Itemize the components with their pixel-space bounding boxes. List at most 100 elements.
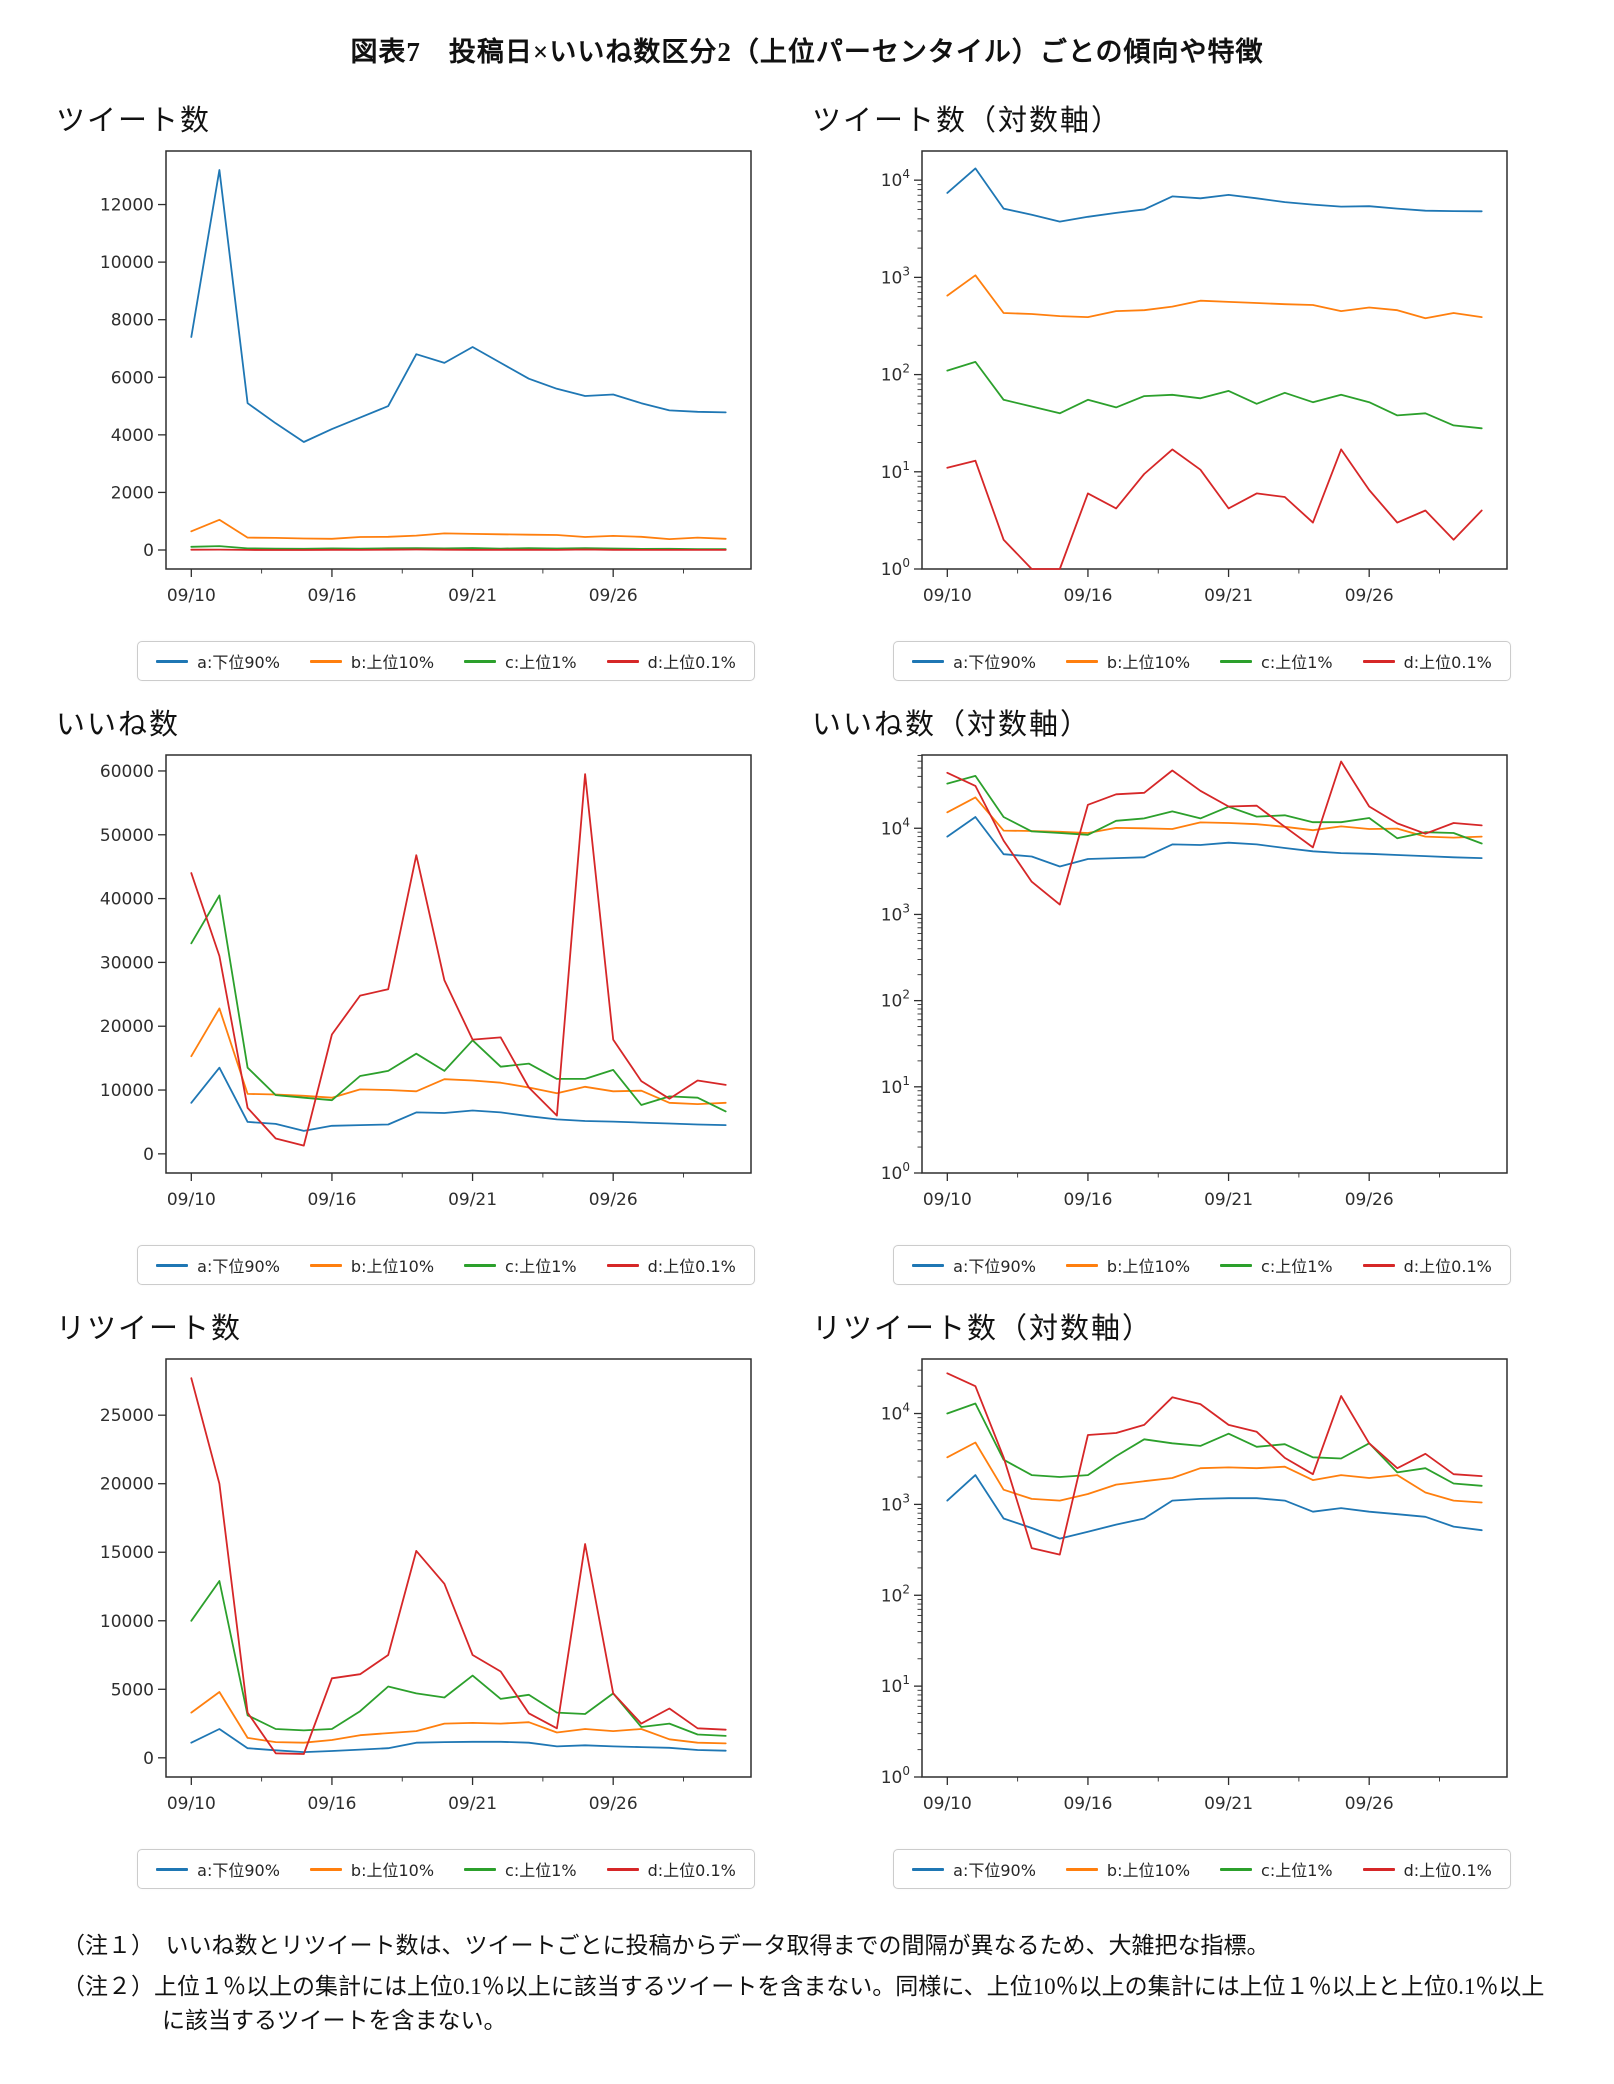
legend-label: c:上位1% xyxy=(505,653,577,672)
legend-item-c: c:上位1% xyxy=(464,1253,577,1277)
x-tick-label: 09/21 xyxy=(1204,1190,1253,1210)
x-tick-label: 09/21 xyxy=(448,1190,497,1210)
legend-item-a: a:下位90% xyxy=(156,1253,280,1277)
series-line-d xyxy=(946,448,1483,570)
legend: a:下位90% b:上位10% c:上位1% d:上位0.1% xyxy=(137,1245,755,1285)
chart-block-likes-linear: いいね数 0 10000 20000 30000 40000 50000 60000 09/10… xyxy=(46,691,802,1285)
legend: a:下位90% b:上位10% c:上位1% d:上位0.1% xyxy=(137,1849,755,1889)
legend-label: d:上位0.1% xyxy=(647,1257,736,1276)
chart-title: ツイート数（対数軸） xyxy=(812,105,1123,137)
series-line-d xyxy=(946,1372,1483,1556)
legend-label: c:上位1% xyxy=(505,1861,577,1880)
series-line-c xyxy=(190,545,727,551)
legend-swatch-b xyxy=(1065,1263,1098,1267)
legend-swatch-c xyxy=(464,1263,497,1267)
chart-title: ツイート数 xyxy=(56,105,212,137)
x-tick-label: 09/10 xyxy=(167,1794,216,1814)
y-tick-exponent: 3 xyxy=(902,901,910,915)
x-axis: 09/10 09/16 09/21 09/26 xyxy=(923,1777,1440,1814)
legend-label: d:上位0.1% xyxy=(1403,1861,1492,1880)
y-tick-exponent: 3 xyxy=(902,264,910,278)
y-axis: 0 10000 20000 30000 40000 50000 60000 xyxy=(100,762,166,1165)
y-tick-label: 10000 xyxy=(100,253,154,273)
series-line-a xyxy=(190,1066,727,1132)
y-tick-label: 100 xyxy=(881,1764,910,1788)
legend-label: c:上位1% xyxy=(505,1257,577,1276)
legend-item-d: d:上位0.1% xyxy=(606,1857,736,1881)
legend-swatch-a xyxy=(912,1263,945,1267)
legend-swatch-a xyxy=(156,1867,189,1871)
legend-swatch-c xyxy=(1220,1263,1253,1267)
chart-block-retweets-linear: リツイート数 0 5000 10000 15000 20000 25000 09/10 09/1… xyxy=(46,1295,802,1889)
x-tick-label: 09/21 xyxy=(1204,1794,1253,1814)
legend-swatch-d xyxy=(606,659,639,663)
series-line-d xyxy=(190,1377,727,1755)
legend-item-c: c:上位1% xyxy=(1220,1253,1333,1277)
y-tick-label: 102 xyxy=(881,988,910,1012)
legend-item-a: a:下位90% xyxy=(912,649,1036,673)
series-line-c xyxy=(946,1402,1483,1487)
y-tick-exponent: 0 xyxy=(902,1764,910,1778)
x-tick-label: 09/16 xyxy=(307,586,356,606)
y-tick-label: 60000 xyxy=(100,762,154,782)
legend-item-b: b:上位10% xyxy=(309,1857,435,1881)
chart-title: リツイート数（対数軸） xyxy=(812,1313,1154,1345)
y-tick-label: 50000 xyxy=(100,826,154,846)
legend-swatch-b xyxy=(309,1867,342,1871)
plot-frame xyxy=(165,1358,752,1778)
legend-wrap: a:下位90% b:上位10% c:上位1% d:上位0.1% xyxy=(802,1245,1542,1285)
legend-swatch-a xyxy=(156,1263,189,1267)
charts-grid: ツイート数 0 2000 4000 6000 8000 10000 12000 09/10 09/… xyxy=(0,87,1614,1899)
y-axis: 0 5000 10000 15000 20000 25000 xyxy=(100,1406,166,1769)
legend-label: b:上位10% xyxy=(1106,653,1191,672)
series-line-c xyxy=(190,894,727,1113)
y-tick-label: 12000 xyxy=(100,196,154,216)
legend-swatch-d xyxy=(1362,659,1395,663)
legend-wrap: a:下位90% b:上位10% c:上位1% d:上位0.1% xyxy=(46,1245,786,1285)
legend-item-a: a:下位90% xyxy=(912,1253,1036,1277)
chart-block-retweets-log: リツイート数（対数軸） 100 101 102 103 104 09/10 09/16 09/2… xyxy=(802,1295,1558,1889)
legend-item-c: c:上位1% xyxy=(464,1857,577,1881)
legend-swatch-a xyxy=(912,1867,945,1871)
x-tick-label: 09/16 xyxy=(1063,1190,1112,1210)
note-line: （注１） いいね数とリツイート数は、ツイートごとに投稿からデータ取得までの間隔が… xyxy=(62,1933,1270,1958)
legend: a:下位90% b:上位10% c:上位1% d:上位0.1% xyxy=(137,641,755,681)
legend-wrap: a:下位90% b:上位10% c:上位1% d:上位0.1% xyxy=(46,1849,786,1889)
x-tick-label: 09/10 xyxy=(167,1190,216,1210)
legend-swatch-d xyxy=(606,1263,639,1267)
x-axis: 09/10 09/16 09/21 09/26 xyxy=(167,1173,684,1210)
y-tick-label: 10000 xyxy=(100,1081,154,1101)
legend: a:下位90% b:上位10% c:上位1% d:上位0.1% xyxy=(893,1849,1511,1889)
y-tick-exponent: 1 xyxy=(902,1673,910,1687)
x-tick-label: 09/10 xyxy=(923,1794,972,1814)
y-tick-exponent: 4 xyxy=(902,167,910,181)
legend-item-d: d:上位0.1% xyxy=(606,1253,736,1277)
legend-label: a:下位90% xyxy=(197,1861,280,1880)
notes: （注１） いいね数とリツイート数は、ツイートごとに投稿からデータ取得までの間隔が… xyxy=(62,1929,1562,2039)
series-line-a xyxy=(190,1728,727,1754)
legend-label: b:上位10% xyxy=(350,1861,435,1880)
legend-label: b:上位10% xyxy=(1106,1861,1191,1880)
plot-frame xyxy=(921,1358,1508,1778)
legend-item-b: b:上位10% xyxy=(1065,1253,1190,1277)
legend-item-d: d:上位0.1% xyxy=(1362,649,1492,673)
y-tick-exponent: 0 xyxy=(902,1160,910,1174)
y-tick-label: 40000 xyxy=(100,890,154,910)
legend-swatch-b xyxy=(309,659,342,663)
legend-item-a: a:下位90% xyxy=(912,1857,1036,1881)
x-tick-label: 09/16 xyxy=(1063,586,1112,606)
series-line-b xyxy=(946,274,1483,320)
chart-title: リツイート数 xyxy=(56,1313,243,1345)
y-tick-label: 2000 xyxy=(111,483,154,503)
plot-frame xyxy=(921,150,1508,570)
legend-label: a:下位90% xyxy=(953,653,1036,672)
legend-item-b: b:上位10% xyxy=(309,649,434,673)
chart-title: いいね数 xyxy=(56,709,181,741)
series-line-b xyxy=(190,1691,727,1745)
legend-item-a: a:下位90% xyxy=(156,649,280,673)
